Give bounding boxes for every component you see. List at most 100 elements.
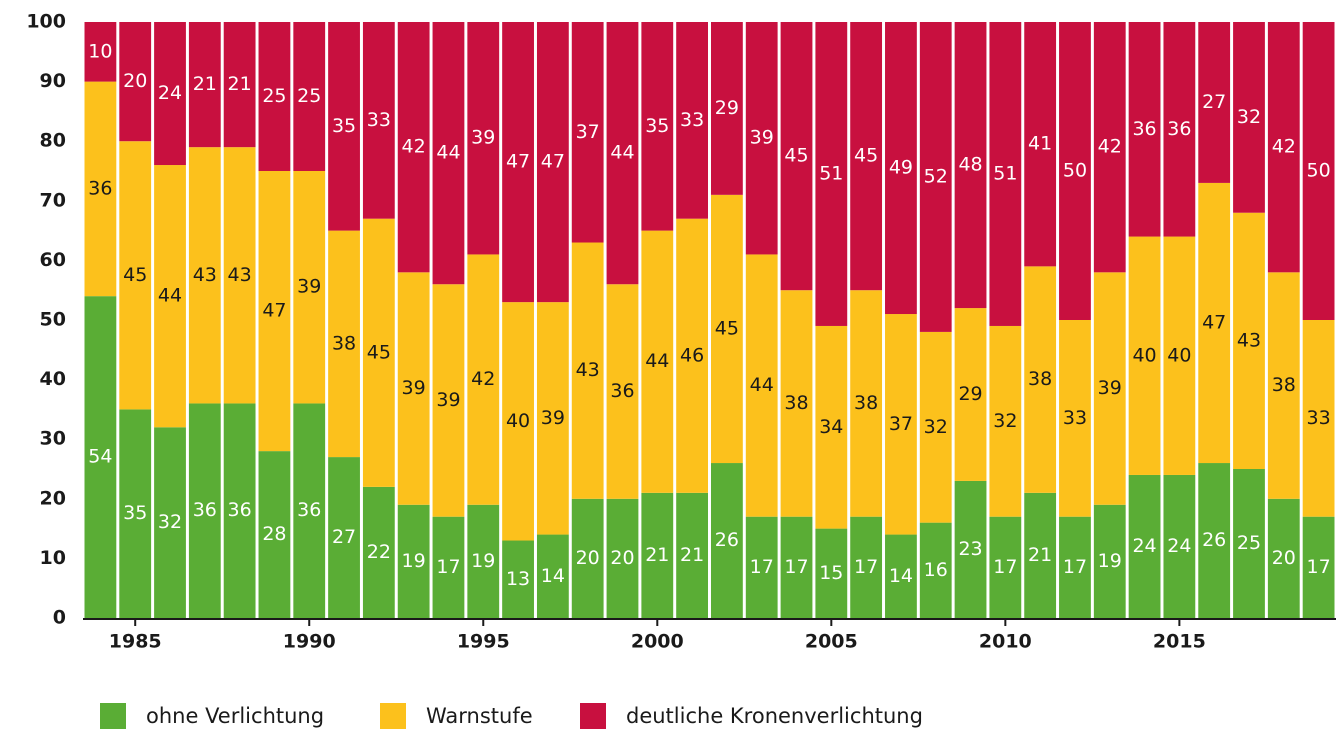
bar-segment bbox=[362, 22, 395, 219]
bar-segment bbox=[1267, 498, 1300, 618]
bar-segment bbox=[223, 147, 256, 404]
data-label: 44 bbox=[610, 142, 634, 164]
data-label: 47 bbox=[506, 151, 530, 173]
bar-segment bbox=[154, 22, 186, 166]
bar-segment bbox=[745, 254, 778, 517]
data-label: 36 bbox=[1167, 118, 1191, 140]
bar-segment bbox=[154, 427, 186, 618]
data-label: 24 bbox=[1132, 535, 1156, 557]
data-label: 41 bbox=[1028, 133, 1052, 155]
data-label: 25 bbox=[297, 85, 321, 107]
bar-segment bbox=[954, 22, 987, 309]
data-label: 44 bbox=[645, 350, 669, 372]
bar-segment bbox=[1024, 22, 1057, 267]
data-label: 20 bbox=[123, 70, 147, 92]
bar-segment bbox=[676, 218, 708, 493]
bar-segment bbox=[1128, 22, 1161, 237]
data-label: 39 bbox=[297, 276, 321, 298]
bar-segment bbox=[641, 230, 674, 493]
bar-segment bbox=[1059, 320, 1091, 517]
bar-segment bbox=[711, 22, 743, 195]
bar-segment bbox=[223, 403, 256, 618]
bar-segment bbox=[1198, 182, 1231, 464]
data-label: 26 bbox=[715, 529, 739, 551]
bar-segment bbox=[815, 325, 848, 529]
data-label: 45 bbox=[784, 145, 808, 167]
bar-segment bbox=[536, 22, 569, 303]
data-label: 35 bbox=[332, 115, 356, 137]
bar-segment bbox=[432, 516, 465, 618]
bar-segment bbox=[1093, 22, 1126, 273]
data-label: 36 bbox=[1132, 118, 1156, 140]
bar-segment bbox=[676, 492, 708, 618]
bar-segment bbox=[1128, 236, 1161, 475]
y-tick-label: 20 bbox=[40, 487, 66, 509]
bar-segment bbox=[885, 314, 917, 535]
bar-segment bbox=[1233, 469, 1265, 618]
data-label: 10 bbox=[88, 40, 112, 62]
x-tick-label: 2010 bbox=[979, 631, 1032, 653]
bar-segment bbox=[1163, 474, 1196, 618]
bar-segment bbox=[258, 451, 291, 618]
data-label: 37 bbox=[576, 121, 600, 143]
data-label: 17 bbox=[854, 556, 878, 578]
data-label: 32 bbox=[1237, 106, 1261, 128]
data-label: 47 bbox=[541, 151, 565, 173]
data-label: 26 bbox=[1202, 529, 1226, 551]
bar-segment bbox=[1024, 492, 1057, 618]
bar-segment bbox=[989, 325, 1022, 517]
data-label: 14 bbox=[541, 565, 565, 587]
bar-segment bbox=[1163, 236, 1196, 475]
data-label: 33 bbox=[1063, 407, 1087, 429]
data-label: 21 bbox=[228, 73, 252, 95]
bar-segment bbox=[1267, 272, 1300, 499]
bar-segment bbox=[432, 22, 465, 285]
data-label: 19 bbox=[471, 550, 495, 572]
bar-segment bbox=[850, 516, 883, 618]
bar-segment bbox=[362, 218, 395, 487]
bar-segment bbox=[397, 22, 430, 273]
data-label: 40 bbox=[1167, 344, 1191, 366]
bar-segment bbox=[293, 171, 326, 404]
data-label: 36 bbox=[193, 499, 217, 521]
data-label: 17 bbox=[784, 556, 808, 578]
bar-segment bbox=[536, 302, 569, 535]
bar-segment bbox=[119, 22, 152, 142]
bar-segment bbox=[1163, 22, 1196, 237]
bar-segment bbox=[536, 534, 569, 618]
data-label: 35 bbox=[645, 115, 669, 137]
bar-segment bbox=[467, 504, 500, 618]
bar-segment bbox=[188, 403, 221, 618]
data-label: 38 bbox=[332, 332, 356, 354]
bar-segment bbox=[502, 302, 534, 541]
data-label: 33 bbox=[680, 109, 704, 131]
bar-segment bbox=[954, 480, 987, 618]
data-label: 38 bbox=[854, 392, 878, 414]
data-label: 17 bbox=[436, 556, 460, 578]
data-label: 42 bbox=[471, 368, 495, 390]
bar-segment bbox=[432, 284, 465, 517]
bar-segment bbox=[606, 284, 639, 499]
data-label: 24 bbox=[158, 82, 182, 104]
y-tick-label: 60 bbox=[40, 249, 66, 271]
bar-segment bbox=[84, 22, 117, 82]
data-label: 54 bbox=[88, 446, 112, 468]
data-label: 51 bbox=[819, 162, 843, 184]
data-label: 39 bbox=[436, 389, 460, 411]
y-tick-label: 40 bbox=[40, 368, 66, 390]
data-label: 36 bbox=[228, 499, 252, 521]
data-label: 39 bbox=[402, 377, 426, 399]
x-tick-label: 2000 bbox=[631, 631, 684, 653]
bar-segment bbox=[606, 22, 639, 285]
data-label: 48 bbox=[958, 154, 982, 176]
x-tick-label: 1990 bbox=[283, 631, 336, 653]
data-label: 35 bbox=[123, 502, 147, 524]
bar-segment bbox=[467, 254, 500, 505]
data-label: 25 bbox=[1237, 532, 1261, 554]
data-label: 17 bbox=[750, 556, 774, 578]
x-tick-label: 1985 bbox=[109, 631, 162, 653]
data-label: 46 bbox=[680, 344, 704, 366]
bar-segment bbox=[919, 22, 952, 332]
bar-segment bbox=[84, 81, 117, 297]
